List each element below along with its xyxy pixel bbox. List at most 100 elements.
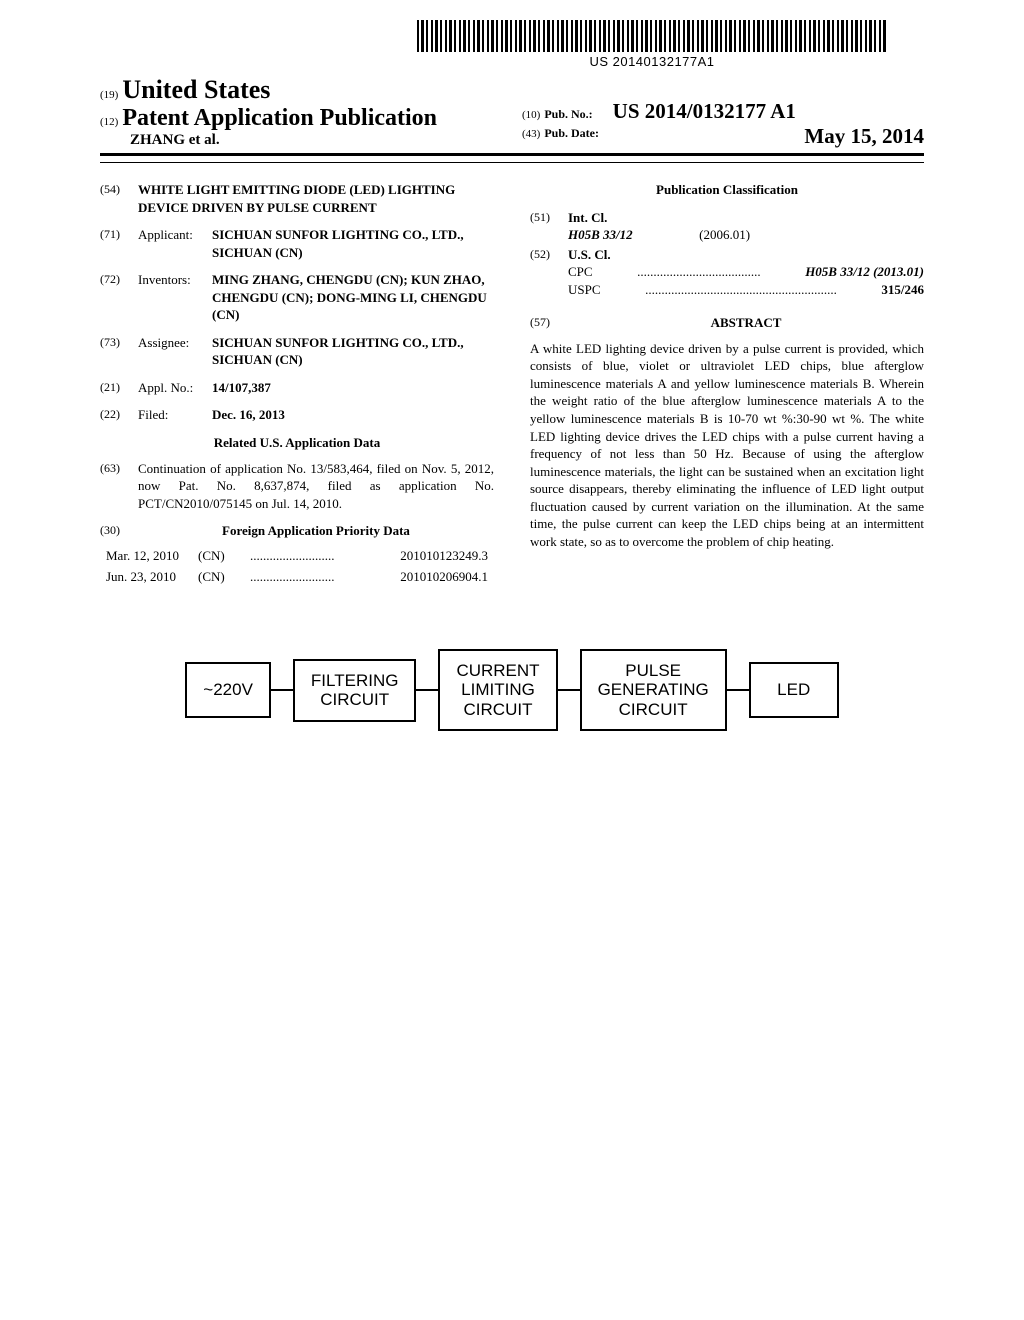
assignee: SICHUAN SUNFOR LIGHTING CO., LTD., SICHU… [212,334,494,369]
code-12: (12) [100,116,118,128]
appl-no: 14/107,387 [212,379,494,397]
us-cl-label: U.S. Cl. [568,247,611,262]
barcode-number: US 20140132177A1 [417,54,887,69]
diagram-box-pulse-gen: PULSEGENERATINGCIRCUIT [580,649,727,732]
uspc-line: USPC ...................................… [568,281,924,299]
priority-row: Jun. 23, 2010 (CN) .....................… [102,567,492,587]
priority-row: Mar. 12, 2010 (CN) .....................… [102,546,492,566]
diagram-connector [271,689,293,691]
barcode: US 20140132177A1 [417,20,887,69]
filed-date: Dec. 16, 2013 [212,406,494,424]
field-30: (30) Foreign Application Priority Data [100,522,494,540]
authors: ZHANG et al. [130,132,502,149]
pub-no: US 2014/0132177 A1 [613,99,796,123]
country-title: United States [122,75,270,104]
continuation-text: Continuation of application No. 13/583,4… [138,460,494,513]
diagram-connector [558,689,580,691]
field-72: (72) Inventors: MING ZHANG, CHENGDU (CN)… [100,271,494,324]
related-heading: Related U.S. Application Data [100,434,494,452]
diagram-box-led: LED [749,662,839,718]
cpc-value: H05B 33/12 (2013.01) [805,263,924,281]
field-57: (57) ABSTRACT [530,314,924,332]
priority-country: (CN) [194,546,244,566]
cpc-dots: ...................................... [593,263,806,281]
abstract-text: A white LED lighting device driven by a … [530,340,924,551]
label-73: Assignee: [138,334,212,369]
foreign-priority-heading: Foreign Application Priority Data [138,522,494,540]
priority-num: 201010206904.1 [368,567,492,587]
priority-dots: .......................... [246,546,366,566]
pub-no-line: (10) Pub. No.: US 2014/0132177 A1 [522,99,924,124]
label-71: Applicant: [138,226,212,261]
field-73: (73) Assignee: SICHUAN SUNFOR LIGHTING C… [100,334,494,369]
code-19: (19) [100,89,118,101]
code-22: (22) [100,406,138,424]
label-21: Appl. No.: [138,379,212,397]
pub-no-label: Pub. No.: [544,107,592,121]
int-cl-label: Int. Cl. [568,210,607,225]
field-71: (71) Applicant: SICHUAN SUNFOR LIGHTING … [100,226,494,261]
figure-area: ~220V FILTERINGCIRCUIT CURRENTLIMITINGCI… [100,649,924,732]
classification-heading: Publication Classification [530,181,924,199]
uspc-label: USPC [568,281,601,299]
diagram-box-pulse-gen-label: PULSEGENERATINGCIRCUIT [598,661,709,720]
field-54: (54) WHITE LIGHT EMITTING DIODE (LED) LI… [100,181,494,216]
barcode-area: US 20140132177A1 [380,20,924,71]
invention-title: WHITE LIGHT EMITTING DIODE (LED) LIGHTIN… [138,181,494,216]
diagram-box-current-limiting-label: CURRENTLIMITINGCIRCUIT [456,661,539,720]
field-21: (21) Appl. No.: 14/107,387 [100,379,494,397]
priority-dots: .......................... [246,567,366,587]
priority-table: Mar. 12, 2010 (CN) .....................… [100,544,494,589]
uspc-dots: ........................................… [601,281,882,299]
diagram-box-filtering: FILTERINGCIRCUIT [293,659,417,722]
appl-no-text: 14/107,387 [212,380,271,395]
body-columns: (54) WHITE LIGHT EMITTING DIODE (LED) LI… [100,181,924,589]
priority-num: 201010123249.3 [368,546,492,566]
abstract-heading: ABSTRACT [568,314,924,332]
field-51: (51) Int. Cl. H05B 33/12 (2006.01) [530,209,924,244]
block-diagram: ~220V FILTERINGCIRCUIT CURRENTLIMITINGCI… [185,649,838,732]
code-72: (72) [100,271,138,324]
assignee-text: SICHUAN SUNFOR LIGHTING CO., LTD., SICHU… [212,335,464,368]
left-column: (54) WHITE LIGHT EMITTING DIODE (LED) LI… [100,181,494,589]
code-21: (21) [100,379,138,397]
patent-page: US 20140132177A1 (19) United States (12)… [0,0,1024,771]
priority-date: Jun. 23, 2010 [102,567,192,587]
filed-date-text: Dec. 16, 2013 [212,407,285,422]
line-19: (19) United States [100,75,502,105]
diagram-connector [416,689,438,691]
code-43: (43) [522,128,540,140]
code-30: (30) [100,522,138,540]
priority-country: (CN) [194,567,244,587]
header-left: (19) United States (12) Patent Applicati… [100,75,502,149]
right-column: Publication Classification (51) Int. Cl.… [530,181,924,589]
line-12: (12) Patent Application Publication [100,105,502,132]
uspc-value: 315/246 [881,281,924,299]
cpc-label: CPC [568,263,593,281]
cpc-line: CPC ....................................… [568,263,924,281]
diagram-box-voltage: ~220V [185,662,271,718]
header-right: (10) Pub. No.: US 2014/0132177 A1 (43) P… [502,99,924,149]
code-52: (52) [530,246,568,299]
label-72: Inventors: [138,271,212,324]
code-57: (57) [530,314,568,332]
applicant-name: SICHUAN SUNFOR LIGHTING CO., LTD., SICHU… [212,227,464,260]
doc-type: Patent Application Publication [122,105,437,131]
priority-date: Mar. 12, 2010 [102,546,192,566]
diagram-box-filtering-label: FILTERINGCIRCUIT [311,671,399,710]
inventors-text: MING ZHANG, CHENGDU (CN); KUN ZHAO, CHEN… [212,272,487,322]
int-cl-year: (2006.01) [699,227,750,242]
code-54: (54) [100,181,138,216]
code-71: (71) [100,226,138,261]
code-51: (51) [530,209,568,244]
field-22: (22) Filed: Dec. 16, 2013 [100,406,494,424]
header-rule [100,162,924,163]
pub-date: May 15, 2014 [804,124,924,149]
diagram-connector [727,689,749,691]
int-cl-class: H05B 33/12 [568,227,633,242]
diagram-box-current-limiting: CURRENTLIMITINGCIRCUIT [438,649,557,732]
us-cl: U.S. Cl. CPC ...........................… [568,246,924,299]
field-52: (52) U.S. Cl. CPC ......................… [530,246,924,299]
header: (19) United States (12) Patent Applicati… [100,75,924,156]
inventors: MING ZHANG, CHENGDU (CN); KUN ZHAO, CHEN… [212,271,494,324]
